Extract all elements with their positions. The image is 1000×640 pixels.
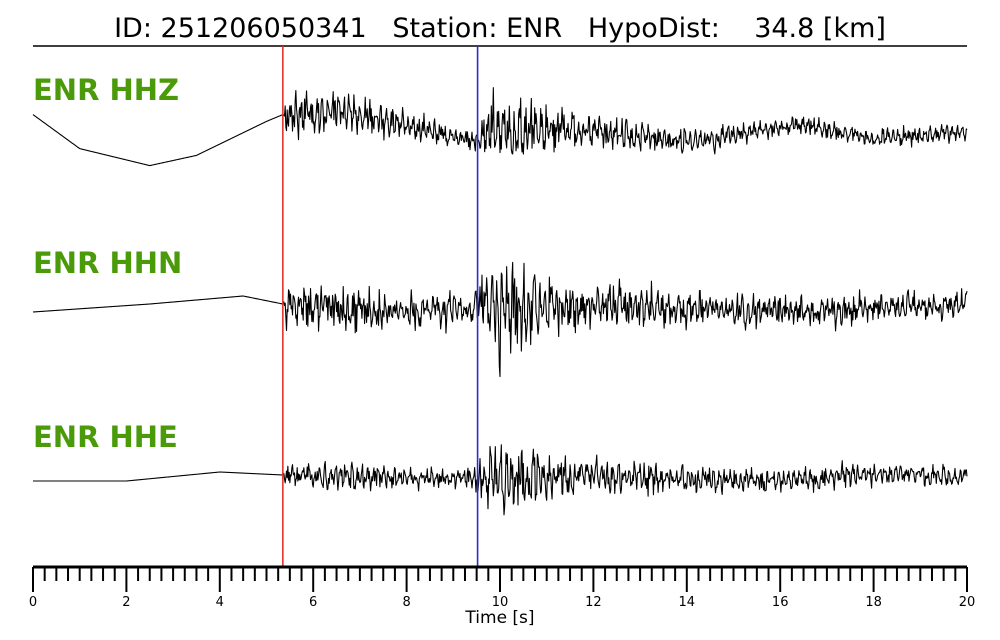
x-tick-label: 4 bbox=[216, 595, 224, 610]
channel-labels: ENR HHZ ENR HHN ENR HHE bbox=[33, 73, 182, 454]
trace-enr-hhn bbox=[32, 261, 968, 378]
hypodist-unit: [km] bbox=[823, 13, 886, 44]
trace-enr-hhe bbox=[33, 444, 968, 516]
plot-title: ID: 251206050341 Station: ENR HypoDist: … bbox=[114, 13, 886, 44]
x-axis-label: Time [s] bbox=[464, 608, 534, 628]
time-axis: 0 2 4 6 8 10 12 14 16 18 20 bbox=[29, 565, 976, 610]
x-tick-label: 16 bbox=[772, 595, 789, 610]
station-label: Station: bbox=[392, 13, 497, 44]
hypodist-value: 34.8 bbox=[754, 13, 814, 44]
id-value: 251206050341 bbox=[161, 13, 367, 44]
traces-group bbox=[32, 87, 968, 516]
channel-label-enr-hhz: ENR HHZ bbox=[33, 73, 179, 107]
x-tick-label: 12 bbox=[585, 595, 602, 610]
hypodist-label: HypoDist: bbox=[588, 13, 720, 44]
trace-enr-hhz bbox=[32, 87, 968, 167]
picks-group bbox=[282, 46, 479, 567]
id-label: ID: bbox=[114, 13, 152, 44]
x-tick-label: 0 bbox=[29, 595, 37, 610]
x-tick-label: 2 bbox=[122, 595, 130, 610]
x-tick-label: 20 bbox=[959, 595, 976, 610]
x-tick-label: 10 bbox=[492, 595, 509, 610]
x-tick-label: 18 bbox=[865, 595, 882, 610]
station-value: ENR bbox=[506, 13, 562, 44]
x-tick-label: 8 bbox=[402, 595, 410, 610]
x-tick-label: 6 bbox=[309, 595, 317, 610]
channel-label-enr-hhn: ENR HHN bbox=[33, 246, 182, 280]
x-tick-label: 14 bbox=[679, 595, 696, 610]
channel-label-enr-hhe: ENR HHE bbox=[33, 420, 178, 454]
